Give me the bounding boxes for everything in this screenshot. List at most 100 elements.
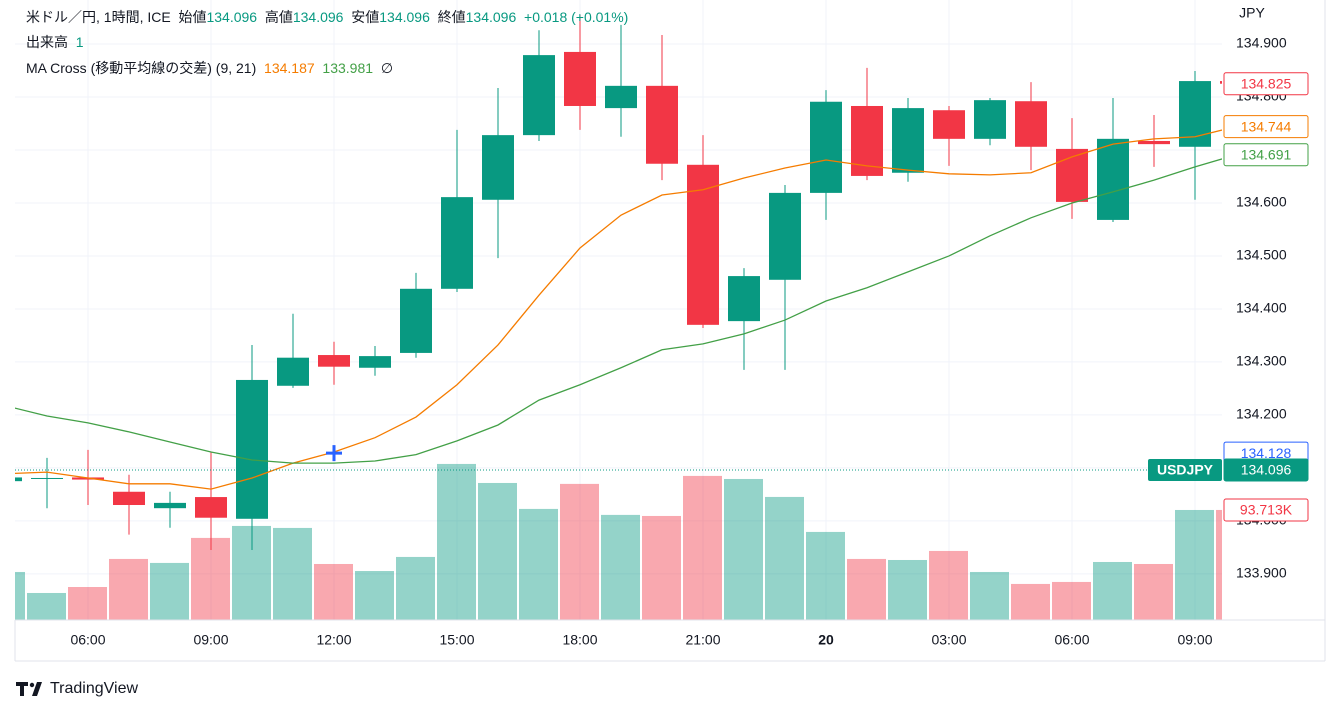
candle-body (605, 85, 637, 109)
price-badge-label: 134.825 (1241, 75, 1292, 91)
candle-body (1056, 148, 1088, 202)
volume-bar (806, 531, 845, 620)
price-badge (1223, 115, 1309, 139)
candle-body (564, 51, 596, 106)
price-badge (1223, 143, 1309, 167)
candle-body (400, 288, 432, 353)
logo-mark (16, 682, 28, 696)
candle-body (113, 491, 145, 506)
icon[interactable]: ∅ (380, 60, 394, 76)
x-tick-label: 06:00 (70, 632, 105, 648)
price-badge (1223, 498, 1309, 522)
legend-row: 出来高 1 (26, 33, 84, 51)
volume-bar (396, 556, 435, 620)
candle-body (195, 497, 227, 518)
ma-line (15, 129, 1222, 490)
volume-bar (765, 496, 804, 620)
volume-bar (437, 463, 476, 620)
candle-body (1220, 81, 1222, 84)
y-tick-label: 134.200 (1236, 406, 1287, 422)
price-badge-label: 134.096 (1241, 462, 1292, 478)
x-tick-label: 21:00 (685, 632, 720, 648)
symbol: 米ドル／円, 1時間, ICE (26, 9, 171, 25)
volume-bar (683, 475, 722, 620)
change: +0.018 (+0.01%) (524, 9, 629, 25)
logo-mark (32, 682, 42, 696)
symbol-badge-label: USDJPY (1157, 462, 1214, 478)
y-tick-label: 134.300 (1236, 353, 1287, 369)
volume-bar (642, 515, 681, 620)
volume-bar (560, 483, 599, 620)
candle-body (523, 55, 555, 136)
x-tick-label: 09:00 (1177, 632, 1212, 648)
value: 134.096 (465, 9, 517, 25)
volume-bar (109, 558, 148, 620)
candle-body (1015, 101, 1047, 147)
x-tick-label: 03:00 (931, 632, 966, 648)
candle-body (318, 355, 350, 367)
y-tick-label: 134.600 (1236, 194, 1287, 210)
price-badge-label: 93.713K (1240, 502, 1293, 518)
candle-body (31, 477, 63, 479)
label: 終値 (437, 9, 466, 25)
price-badges: 134.825 134.744 134.691 134.128 USDJPY 134.09… (1148, 72, 1309, 522)
candle-body (1097, 138, 1129, 220)
volume-bar (150, 562, 189, 620)
price-badge-label: 134.744 (1241, 118, 1292, 134)
candle-body (1179, 81, 1211, 147)
symbol-badge (1148, 459, 1222, 482)
price-badge (1223, 72, 1309, 96)
value: 134.187 (264, 60, 315, 76)
volume-bar (273, 527, 312, 620)
x-tick-label: 06:00 (1054, 632, 1089, 648)
y-tick-label: 134.400 (1236, 300, 1287, 316)
volume-bar (1175, 509, 1214, 620)
value: 133.981 (322, 60, 374, 76)
value: 134.096 (292, 9, 344, 25)
logo-mark (29, 682, 35, 688)
candle-body (933, 110, 965, 139)
brand: TradingView (50, 680, 139, 697)
volume-bar (478, 482, 517, 620)
candle-body (728, 276, 760, 322)
volume-bar (888, 559, 927, 620)
candle-body (154, 502, 186, 509)
volume-bar (519, 508, 558, 620)
candle-body (1138, 140, 1170, 145)
grid (15, 0, 1222, 620)
currency-label: JPY (1239, 5, 1265, 21)
volume-bar (847, 558, 886, 620)
legend-row: 米ドル／円, 1時間, ICE 始値134.096 高値134.096 安値13… (26, 8, 628, 26)
candle-body (646, 85, 678, 164)
volume-bar (929, 550, 968, 620)
x-tick-label: 09:00 (193, 632, 228, 648)
candle-body (769, 192, 801, 280)
volume-bar (27, 592, 66, 620)
x-tick-label: 20 (818, 632, 834, 648)
candle-body (482, 135, 514, 200)
candle-body (441, 197, 473, 289)
volume-bar (601, 514, 640, 620)
crosshair (326, 445, 342, 462)
x-tick-label: 18:00 (562, 632, 597, 648)
volume-bar (191, 537, 230, 620)
volume-bar (1093, 561, 1132, 620)
label: 始値 (178, 9, 207, 25)
value: 1 (75, 34, 84, 50)
volume-bar (1011, 583, 1050, 620)
volume-bar (1052, 581, 1091, 620)
volume-bar (68, 587, 107, 620)
volume-bar (355, 571, 394, 620)
volume-bar (1216, 509, 1222, 620)
candle-body (687, 164, 719, 325)
candle-body (277, 357, 309, 386)
value: 134.096 (206, 9, 258, 25)
candle-body (359, 356, 391, 368)
volume-bar (15, 571, 25, 620)
value: 134.096 (379, 9, 430, 25)
candle-body (892, 108, 924, 173)
y-tick-label: 134.500 (1236, 247, 1287, 263)
volume-bar (1134, 563, 1173, 620)
